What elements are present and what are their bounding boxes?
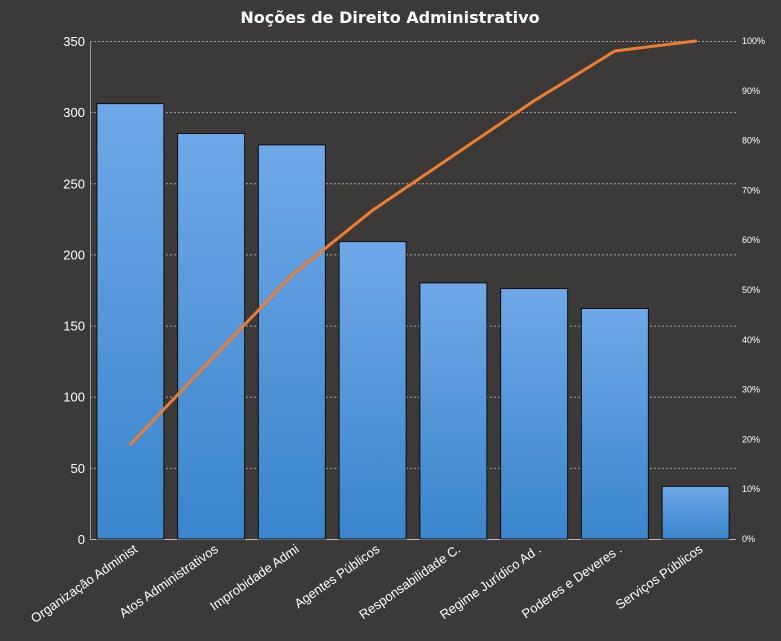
y-tick-label: 100 (63, 390, 85, 405)
x-tick-label: Improbidade Admi (207, 541, 302, 613)
cumulative-line-layer (128, 39, 698, 446)
bar (338, 241, 407, 540)
bar (96, 103, 165, 540)
y-tick-label: 50 (71, 461, 85, 476)
y2-tick-label: 20% (742, 434, 760, 444)
y-tick-label: 150 (63, 319, 85, 334)
y2-tick-label: 70% (742, 185, 760, 195)
y2-tick-label: 30% (742, 385, 760, 395)
bar (419, 282, 488, 540)
y-axis-secondary: 0% 10% 20% 30% 40% 50% 60% 70% 80% 90% 100% (742, 36, 765, 544)
bar (661, 485, 730, 540)
bar (257, 144, 326, 540)
y-tick-label: 300 (63, 105, 85, 120)
chart-title: Noções de Direito Administrativo (240, 8, 539, 27)
y2-tick-label: 80% (742, 136, 760, 146)
y-tick-label: 0 (78, 532, 85, 547)
y-tick-label: 200 (63, 247, 85, 262)
x-tick-label: Serviços Públicos (613, 541, 706, 612)
bar (500, 288, 569, 540)
y2-tick-label: 50% (742, 285, 760, 295)
y2-tick-label: 100% (742, 36, 765, 46)
y-axis-primary: 0 50 100 150 200 250 300 350 (63, 34, 91, 547)
y-tick-label: 250 (63, 176, 85, 191)
y2-tick-label: 60% (742, 235, 760, 245)
bar (580, 307, 649, 540)
y2-tick-label: 90% (742, 86, 760, 96)
y2-tick-label: 40% (742, 335, 760, 345)
cumulative-line (128, 39, 698, 446)
y2-tick-label: 0% (742, 534, 755, 544)
bars (96, 103, 730, 540)
y-tick-label: 350 (63, 34, 85, 49)
y2-tick-label: 10% (742, 484, 760, 494)
